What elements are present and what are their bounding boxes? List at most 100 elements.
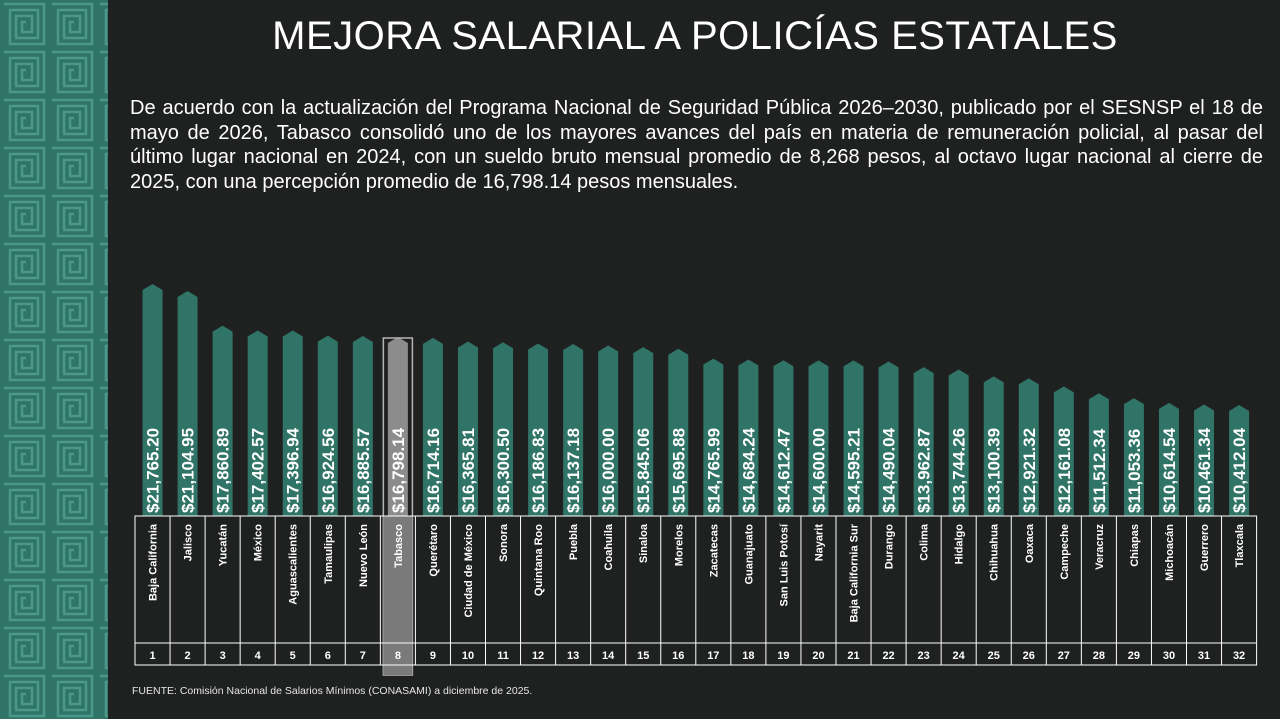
rank-label: 7 — [360, 650, 366, 662]
category-label: Oaxaca — [1024, 523, 1036, 563]
rank-label: 4 — [255, 650, 262, 662]
category-label: Yucatán — [218, 524, 230, 566]
bar-value-label: $16,885.57 — [354, 428, 373, 513]
bar-highlighted — [387, 336, 408, 516]
category-label: Puebla — [568, 523, 580, 560]
bar — [1088, 393, 1109, 516]
bar-value-label: $14,490.04 — [880, 427, 899, 513]
bar-value-label: $15,695.88 — [669, 428, 688, 513]
rank-label: 18 — [742, 650, 754, 662]
rank-label: 22 — [882, 650, 894, 662]
bar — [983, 376, 1004, 516]
page-title: MEJORA SALARIAL A POLICÍAS ESTATALES — [272, 14, 1118, 58]
bar-value-label: $17,396.94 — [284, 427, 303, 513]
rank-label: 6 — [325, 650, 331, 662]
category-label: Querétaro — [428, 524, 440, 577]
category-label: Guanajuato — [743, 524, 755, 585]
bar — [598, 345, 619, 516]
bar — [457, 341, 478, 516]
category-label: Guerrero — [1199, 524, 1211, 571]
category-label: Chiapas — [1129, 524, 1141, 567]
rank-label: 28 — [1093, 650, 1105, 662]
bar-value-label: $10,614.54 — [1160, 427, 1179, 513]
bar — [1123, 398, 1144, 516]
rank-label: 21 — [847, 650, 859, 662]
category-label: Baja California Sur — [849, 523, 861, 622]
bar-value-label: $16,137.18 — [564, 428, 583, 513]
bar-value-label: $11,053.36 — [1125, 429, 1144, 513]
bar — [247, 330, 268, 516]
bar-value-label: $16,300.50 — [494, 428, 513, 513]
category-label: Tamaulipas — [323, 524, 335, 584]
bar — [1194, 404, 1215, 516]
rank-label: 17 — [707, 650, 719, 662]
category-label: Sonora — [498, 523, 510, 562]
bar-value-label: $14,600.00 — [809, 428, 828, 513]
category-label: Campeche — [1059, 524, 1071, 580]
rank-label: 32 — [1233, 650, 1245, 662]
rank-label: 26 — [1023, 650, 1035, 662]
bar — [878, 361, 899, 516]
bar — [212, 325, 233, 516]
category-label: Chihuahua — [989, 523, 1001, 581]
category-label: Nuevo León — [358, 524, 370, 587]
bar — [142, 284, 163, 516]
bar — [528, 343, 549, 516]
rank-label: 9 — [430, 650, 436, 662]
bar — [493, 342, 514, 516]
bar — [913, 367, 934, 516]
category-label: Tlaxcala — [1234, 523, 1246, 567]
rank-label: 29 — [1128, 650, 1140, 662]
bar-value-label: $14,684.24 — [739, 427, 758, 513]
bar-value-label: $16,000.00 — [599, 428, 618, 513]
bar — [843, 360, 864, 516]
category-label: Hidalgo — [954, 524, 966, 565]
category-label: Veracruz — [1094, 524, 1106, 570]
bar — [352, 336, 373, 516]
bar-value-label: $12,161.08 — [1055, 428, 1074, 513]
category-label: Quintana Roo — [533, 524, 545, 596]
bar-value-label: $10,461.34 — [1195, 427, 1214, 513]
bar — [1229, 405, 1250, 516]
rank-label: 1 — [149, 650, 155, 662]
bar-value-label: $15,845.06 — [634, 428, 653, 513]
bar-value-label: $21,104.95 — [179, 428, 198, 513]
bar — [1053, 386, 1074, 516]
bar-value-label: $13,962.87 — [915, 428, 934, 513]
rank-label: 11 — [497, 650, 509, 662]
category-label: San Luis Potosí — [778, 523, 790, 606]
bar — [1158, 402, 1179, 516]
bar — [422, 337, 443, 516]
rank-label: 8 — [395, 650, 401, 662]
bar-value-label: $17,860.89 — [214, 428, 233, 513]
bar — [563, 343, 584, 516]
bar-value-label: $10,412.04 — [1230, 427, 1249, 513]
bar — [668, 348, 689, 516]
bar-value-label: $11,512.34 — [1090, 428, 1109, 513]
rank-label: 30 — [1163, 650, 1175, 662]
category-label: Durango — [884, 524, 896, 570]
category-label: México — [253, 524, 265, 562]
rank-label: 2 — [185, 650, 191, 662]
rank-label: 10 — [462, 650, 474, 662]
rank-label: 20 — [812, 650, 824, 662]
bar-value-label: $17,402.57 — [249, 428, 268, 513]
bar-value-label: $12,921.32 — [1020, 428, 1039, 513]
rank-label: 14 — [602, 650, 615, 662]
rank-label: 15 — [637, 650, 649, 662]
rank-label: 27 — [1058, 650, 1070, 662]
category-label: Tabasco — [393, 524, 405, 568]
category-label: Aguascalientes — [288, 524, 300, 605]
bar — [948, 369, 969, 516]
bar — [703, 358, 724, 516]
category-label: Morelos — [673, 524, 685, 566]
rank-label: 25 — [988, 650, 1000, 662]
bar-value-label: $14,765.99 — [704, 428, 723, 513]
bar-value-label: $16,186.83 — [529, 428, 548, 513]
rank-label: 19 — [777, 650, 789, 662]
bar-value-label: $16,714.16 — [424, 428, 443, 513]
bar — [1018, 378, 1039, 516]
decorative-side-pattern — [0, 0, 108, 719]
category-label: Nayarit — [813, 524, 825, 562]
